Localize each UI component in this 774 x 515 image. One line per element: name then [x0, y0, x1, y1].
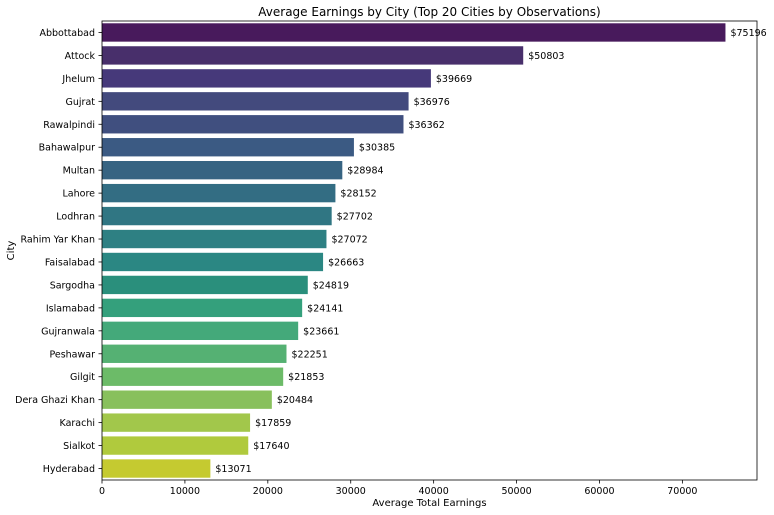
bar	[102, 160, 343, 180]
bar	[102, 344, 287, 363]
y-tick-label: Rawalpindi	[43, 120, 95, 131]
x-tick-label: 10000	[170, 486, 200, 497]
data-labels-group: $75196 $50803 $39669 $36976 $36362 $30385 $289…	[215, 28, 766, 475]
y-tick-label: Bahawalpur	[39, 143, 95, 154]
bar	[102, 390, 272, 409]
x-tick-label: 20000	[253, 486, 283, 497]
data-label: $24141	[307, 303, 343, 314]
bar	[102, 206, 332, 226]
data-label: $24819	[313, 280, 349, 291]
y-tick-label: Karachi	[60, 418, 96, 429]
data-label: $17640	[253, 441, 289, 452]
bars-group	[102, 23, 726, 478]
y-tick-label: Gujranwala	[41, 326, 95, 337]
data-label: $36362	[408, 120, 444, 131]
y-tick-label: Abbottabad	[39, 28, 95, 39]
bar	[102, 46, 524, 65]
y-tick-label: Rahim Yar Khan	[21, 235, 95, 246]
x-tick-label: 30000	[336, 486, 366, 497]
data-label: $27072	[331, 235, 367, 246]
y-tick-label: Gujrat	[66, 97, 96, 108]
y-axis-ticks: Abbottabad Attock Jhelum Gujrat Rawalpindi Ba…	[15, 28, 102, 475]
plot-frame	[101, 20, 758, 481]
data-label: $21853	[288, 372, 324, 383]
bar	[102, 298, 303, 318]
bar	[102, 436, 249, 455]
bar	[102, 229, 327, 249]
y-tick-label: Lahore	[63, 189, 96, 200]
data-label: $22251	[291, 349, 327, 360]
x-axis-ticks: 0 10000 20000 30000 40000 50000 60000 70000	[99, 480, 697, 497]
data-label: $50803	[528, 51, 564, 62]
bar	[102, 92, 409, 111]
data-label: $75196	[730, 28, 766, 39]
data-label: $23661	[303, 326, 339, 337]
bar	[102, 23, 726, 42]
y-tick-label: Gilgit	[70, 372, 95, 383]
x-tick-label: 70000	[667, 486, 697, 497]
x-axis-label: Average Total Earnings	[372, 498, 486, 509]
bar	[102, 367, 284, 386]
y-tick-label: Dera Ghazi Khan	[15, 395, 95, 406]
y-tick-label: Sargodha	[50, 280, 95, 291]
bar	[102, 138, 354, 157]
x-tick-label: 50000	[501, 486, 531, 497]
y-tick-label: Islamabad	[46, 303, 95, 314]
data-label: $28984	[347, 166, 383, 177]
data-label: $28152	[340, 189, 376, 200]
x-tick-label: 60000	[584, 486, 614, 497]
bar	[102, 115, 404, 134]
y-axis-label: City	[6, 241, 17, 261]
data-label: $13071	[215, 464, 251, 475]
y-tick-label: Attock	[65, 51, 96, 62]
bar	[102, 183, 336, 203]
bar	[102, 413, 251, 432]
chart-title: Average Earnings by City (Top 20 Cities …	[258, 5, 600, 19]
x-tick-label: 40000	[419, 486, 449, 497]
y-tick-label: Lodhran	[56, 212, 95, 223]
data-label: $30385	[359, 143, 395, 154]
bar	[102, 69, 431, 88]
bar	[102, 321, 299, 341]
data-label: $27702	[337, 212, 373, 223]
y-tick-label: Hyderabad	[43, 464, 95, 475]
bar	[102, 459, 211, 478]
data-label: $39669	[436, 74, 472, 85]
y-tick-label: Faisalabad	[45, 257, 95, 268]
bar	[102, 252, 324, 272]
y-tick-label: Multan	[63, 166, 95, 177]
x-tick-label: 0	[99, 486, 105, 497]
data-label: $26663	[328, 257, 364, 268]
bar	[102, 275, 308, 295]
y-tick-label: Sialkot	[63, 441, 95, 452]
y-tick-label: Peshawar	[49, 349, 95, 360]
data-label: $17859	[255, 418, 291, 429]
data-label: $20484	[277, 395, 313, 406]
data-label: $36976	[414, 97, 450, 108]
y-tick-label: Jhelum	[61, 74, 95, 85]
